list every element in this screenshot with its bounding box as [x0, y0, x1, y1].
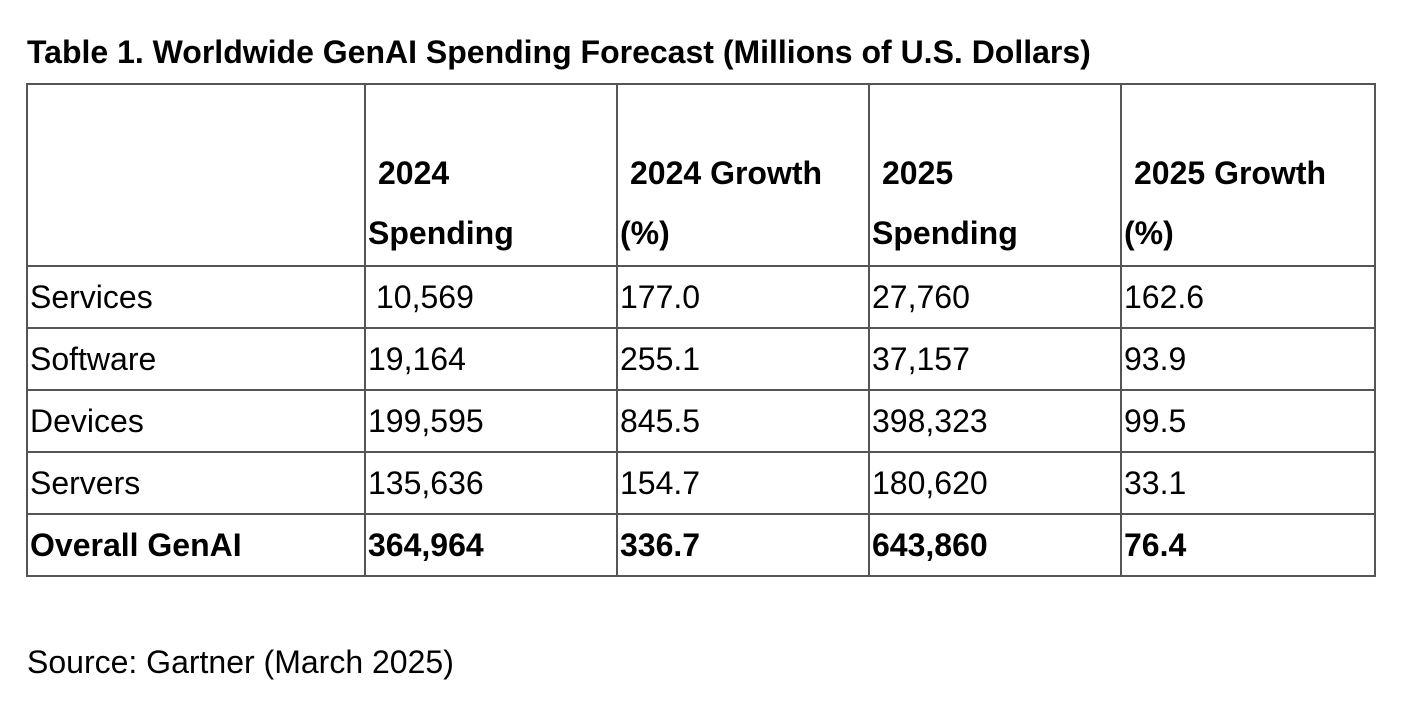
cell-2024-spending: 10,569 — [364, 265, 618, 329]
table-row-servers: Servers 135,636 154.7 180,620 33.1 — [26, 451, 1376, 515]
table-row-services: Services 10,569 177.0 27,760 162.6 — [26, 265, 1376, 329]
header-cell-2025-growth: 2025 Growth (%) — [1120, 83, 1376, 267]
header-cell-2024-growth: 2024 Growth (%) — [616, 83, 870, 267]
cell-2025-growth: 162.6 — [1120, 265, 1376, 329]
table-row-overall-total: Overall GenAI 364,964 336.7 643,860 76.4 — [26, 513, 1376, 577]
cell-2024-spending: 199,595 — [364, 389, 618, 453]
cell-2025-growth: 33.1 — [1120, 451, 1376, 515]
row-label: Software — [26, 327, 366, 391]
header-cell-category — [26, 83, 366, 267]
cell-2024-growth: 336.7 — [616, 513, 870, 577]
cell-2025-growth: 93.9 — [1120, 327, 1376, 391]
cell-2025-growth: 76.4 — [1120, 513, 1376, 577]
cell-2025-spending: 180,620 — [868, 451, 1122, 515]
table-row-software: Software 19,164 255.1 37,157 93.9 — [26, 327, 1376, 391]
cell-2025-spending: 27,760 — [868, 265, 1122, 329]
cell-2025-growth: 99.5 — [1120, 389, 1376, 453]
cell-2024-growth: 154.7 — [616, 451, 870, 515]
source-note: Source: Gartner (March 2025) — [27, 644, 454, 680]
header-cell-2024-spending: 2024 Spending — [364, 83, 618, 267]
row-label: Devices — [26, 389, 366, 453]
table-row-devices: Devices 199,595 845.5 398,323 99.5 — [26, 389, 1376, 453]
row-label: Services — [26, 265, 366, 329]
header-cell-2025-spending: 2025 Spending — [868, 83, 1122, 267]
row-label: Overall GenAI — [26, 513, 366, 577]
cell-2025-spending: 37,157 — [868, 327, 1122, 391]
cell-2024-spending: 19,164 — [364, 327, 618, 391]
table-header-row: 2024 Spending 2024 Growth (%) 2025 Spend… — [26, 83, 1376, 267]
row-label: Servers — [26, 451, 366, 515]
spending-forecast-table: 2024 Spending 2024 Growth (%) 2025 Spend… — [26, 83, 1376, 577]
cell-2025-spending: 643,860 — [868, 513, 1122, 577]
cell-2024-growth: 845.5 — [616, 389, 870, 453]
cell-2024-spending: 364,964 — [364, 513, 618, 577]
cell-2024-growth: 255.1 — [616, 327, 870, 391]
cell-2024-growth: 177.0 — [616, 265, 870, 329]
cell-2025-spending: 398,323 — [868, 389, 1122, 453]
cell-2024-spending: 135,636 — [364, 451, 618, 515]
table-title: Table 1. Worldwide GenAI Spending Foreca… — [27, 34, 1091, 70]
